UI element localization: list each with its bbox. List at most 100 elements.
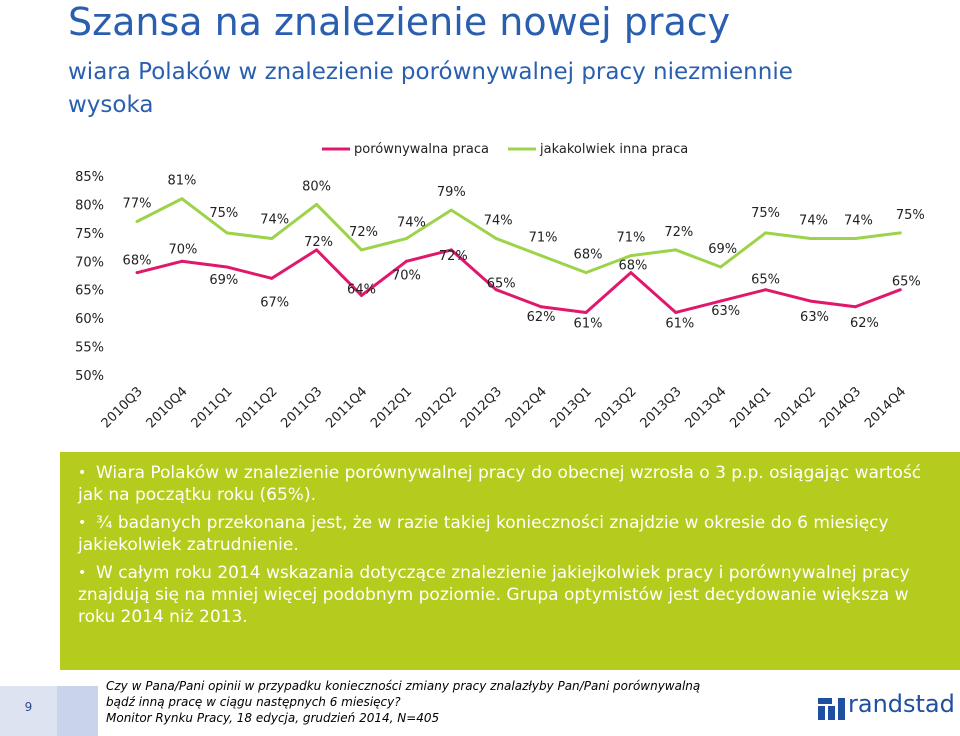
data-point <box>764 231 768 235</box>
green-data-label: 77% <box>123 196 152 211</box>
data-point <box>629 271 633 275</box>
y-tick-label: 70% <box>75 255 104 270</box>
x-tick-label: 2012Q3 <box>458 384 505 431</box>
bullet-icon: • <box>78 515 87 531</box>
data-point <box>315 202 319 206</box>
data-point <box>719 299 723 303</box>
x-tick-label: 2013Q2 <box>593 384 640 431</box>
data-point <box>674 248 678 252</box>
pink-data-label: 68% <box>123 254 152 269</box>
green-data-label: 80% <box>302 179 331 194</box>
pink-data-label: 65% <box>892 275 921 290</box>
data-point <box>404 237 408 241</box>
green-data-label: 74% <box>844 214 873 229</box>
x-tick-label: 2011Q2 <box>233 384 280 431</box>
bullet-item: • W całym roku 2014 wskazania dotyczące z… <box>78 563 910 627</box>
data-point <box>494 237 498 241</box>
x-tick-label: 2013Q1 <box>548 384 595 431</box>
footnote-question-2: bądź inną pracę w ciągu następnych 6 mie… <box>106 695 401 709</box>
pink-data-label: 63% <box>800 310 829 325</box>
green-data-label: 75% <box>896 208 925 223</box>
data-point <box>539 305 543 309</box>
data-point <box>449 248 453 252</box>
pink-data-label: 68% <box>618 259 647 274</box>
green-data-label: 69% <box>708 242 737 257</box>
data-point <box>315 248 319 252</box>
pink-data-label: 62% <box>527 310 556 325</box>
pink-data-label: 70% <box>392 268 421 283</box>
x-tick-label: 2013Q4 <box>682 384 729 431</box>
green-data-label: 81% <box>167 174 196 189</box>
bullet-icon: • <box>78 565 87 581</box>
pink-data-label: 65% <box>487 277 516 292</box>
green-data-label: 72% <box>349 225 378 240</box>
y-tick-label: 75% <box>75 227 104 242</box>
page-title: Szansa na znalezienie nowej pracy <box>68 0 731 44</box>
summary-box: • Wiara Polaków w znalezienie porównywaln… <box>60 452 960 670</box>
series-line <box>136 248 901 314</box>
pink-data-label: 61% <box>574 316 603 331</box>
page-number-box: 9 <box>0 686 57 736</box>
x-tick-label: 2012Q4 <box>503 384 550 431</box>
green-data-label: 72% <box>664 225 693 240</box>
pink-data-label: 65% <box>751 273 780 288</box>
green-data-label: 74% <box>397 216 426 231</box>
data-point <box>853 305 857 309</box>
randstad-logo-icon <box>818 698 845 720</box>
logo-text: randstad <box>848 690 955 718</box>
line-chart: 85%80%75%70%65%60%55%50%2010Q32010Q42011… <box>75 142 925 431</box>
bullet-item: • Wiara Polaków w znalezienie porównywaln… <box>78 463 922 505</box>
x-tick-label: 2013Q3 <box>638 384 685 431</box>
pink-data-label: 70% <box>168 242 197 257</box>
green-data-label: 75% <box>209 206 238 221</box>
data-point <box>270 276 274 280</box>
data-point <box>225 265 229 269</box>
data-point <box>584 310 588 314</box>
footer <box>0 676 960 736</box>
data-point <box>853 237 857 241</box>
pink-data-label: 61% <box>665 316 694 331</box>
x-tick-label: 2014Q2 <box>772 384 819 431</box>
data-point <box>270 237 274 241</box>
data-point <box>404 259 408 263</box>
green-data-label: 74% <box>484 214 513 229</box>
x-tick-label: 2014Q3 <box>817 384 864 431</box>
green-data-label: 71% <box>529 231 558 246</box>
y-tick-label: 65% <box>75 284 104 299</box>
footer-accent <box>57 686 98 736</box>
data-point <box>629 254 633 258</box>
x-tick-label: 2011Q1 <box>189 384 236 431</box>
bullet-item: • ¾ badanych przekonana jest, że w razie … <box>78 513 889 555</box>
data-point <box>360 248 363 252</box>
data-point <box>898 231 902 235</box>
x-tick-label: 2012Q1 <box>368 384 415 431</box>
green-data-label: 74% <box>260 213 289 228</box>
pink-data-label: 69% <box>209 273 238 288</box>
footnote-source: Monitor Rynku Pracy, 18 edycja, grudzień… <box>106 711 440 725</box>
footnote: Czy w Pana/Pani opinii w przypadku konie… <box>106 678 746 726</box>
data-point <box>809 299 812 303</box>
data-point <box>180 197 184 201</box>
pink-data-label: 62% <box>850 316 879 331</box>
data-point <box>809 237 812 241</box>
data-point <box>584 271 588 275</box>
green-data-label: 75% <box>751 206 780 221</box>
pink-data-label: 64% <box>347 282 376 297</box>
bullet-icon: • <box>78 465 87 481</box>
bullet-list: • Wiara Polaków w znalezienie porównywaln… <box>60 452 960 628</box>
data-point <box>764 288 768 292</box>
data-point <box>898 288 902 292</box>
x-tick-label: 2010Q4 <box>144 384 191 431</box>
data-point <box>494 288 498 292</box>
x-tick-label: 2010Q3 <box>99 384 146 431</box>
data-point <box>180 259 184 263</box>
pink-data-label: 63% <box>711 304 740 319</box>
green-data-label: 79% <box>437 185 466 200</box>
data-point <box>360 293 363 297</box>
data-point <box>539 254 543 258</box>
data-point <box>719 265 723 269</box>
y-tick-label: 80% <box>75 198 104 213</box>
pink-data-label: 72% <box>304 235 333 250</box>
y-tick-label: 85% <box>75 170 104 185</box>
footnote-question-1: Czy w Pana/Pani opinii w przypadku konie… <box>106 679 701 693</box>
